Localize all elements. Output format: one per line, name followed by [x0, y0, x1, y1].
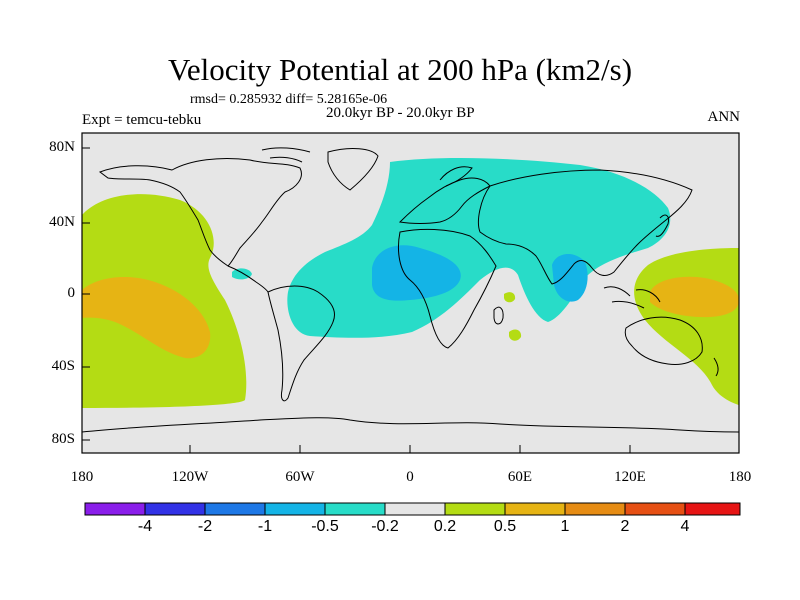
coast-north-america: [98, 158, 302, 267]
blue-core-africa: [372, 245, 461, 301]
lon-label-120e: 120E: [614, 469, 646, 485]
coast-japan: [655, 214, 669, 237]
lon-label-60e: 60E: [507, 469, 533, 485]
lon-label-180w: 180: [70, 469, 94, 485]
colorbar-label-3: -1: [257, 518, 273, 535]
lat-label-40s: 40S: [51, 358, 75, 374]
coast-south-america: [267, 285, 335, 402]
coast-arctic-islands: [261, 147, 311, 163]
colorbar-box-5: [324, 502, 386, 516]
colorbar: [84, 502, 741, 516]
coast-greenland: [327, 148, 379, 191]
lon-label-120w: 120W: [171, 469, 209, 485]
lat-label-0: 0: [67, 285, 76, 301]
coast-central-america: [227, 265, 269, 293]
colorbar-box-6: [384, 502, 446, 516]
coast-asia: [477, 169, 693, 285]
lat-label-80n: 80N: [49, 139, 75, 155]
coast-australia: [624, 316, 703, 365]
lon-label-60w: 60W: [285, 469, 315, 485]
season-label: ANN: [707, 109, 741, 125]
colorbar-box-11: [684, 502, 741, 516]
coast-antarctica: [82, 417, 739, 433]
period-label: 20.0kyr BP - 20.0kyr BP: [326, 105, 475, 121]
colorbar-label-9: 2: [620, 518, 630, 535]
coast-new-zealand: [713, 357, 719, 377]
coast-scandinavia: [439, 166, 473, 187]
colorbar-label-10: 4: [680, 518, 690, 535]
coast-maritime: [603, 286, 661, 309]
colorbar-box-9: [564, 502, 626, 516]
negative-region-caribbean: [232, 268, 252, 280]
colorbar-label-7: 0.5: [493, 518, 517, 535]
experiment-label: Expt = temcu-tebku: [82, 112, 202, 128]
lat-label-80s: 80S: [51, 431, 75, 447]
map-title: Velocity Potential at 200 hPa (km2/s): [167, 52, 633, 87]
colorbar-label-4: -0.5: [311, 518, 339, 535]
colorbar-label-8: 1: [560, 518, 570, 535]
coast-madagascar: [493, 306, 504, 325]
coast-africa: [397, 228, 497, 349]
lon-label-180e: 180: [728, 469, 752, 485]
lat-label-40n: 40N: [49, 214, 75, 230]
colorbar-label-5: -0.2: [371, 518, 399, 535]
colorbar-box-3: [204, 502, 266, 516]
stats-label: rmsd= 0.285932 diff= 5.28165e-06: [190, 92, 388, 107]
colorbar-box-10: [624, 502, 686, 516]
blue-core-india: [552, 254, 588, 302]
orange-core-pacific-west: [650, 276, 739, 318]
colorbar-box-8: [504, 502, 566, 516]
orange-core-pacific-east: [82, 276, 211, 359]
coastlines: [82, 147, 739, 433]
positive-region-indian-small1: [504, 292, 516, 303]
colorbar-label-1: -4: [137, 518, 153, 535]
colorbar-box-7: [444, 502, 506, 516]
colorbar-box-2: [144, 502, 206, 516]
colorbar-label-6: 0.2: [433, 518, 457, 535]
colorbar-box-1: [84, 502, 146, 516]
lon-label-0: 0: [406, 469, 414, 485]
positive-region-indian-small2: [509, 329, 522, 341]
colorbar-label-2: -2: [197, 518, 213, 535]
colorbar-box-4: [264, 502, 326, 516]
axis-ticks: [82, 147, 631, 453]
